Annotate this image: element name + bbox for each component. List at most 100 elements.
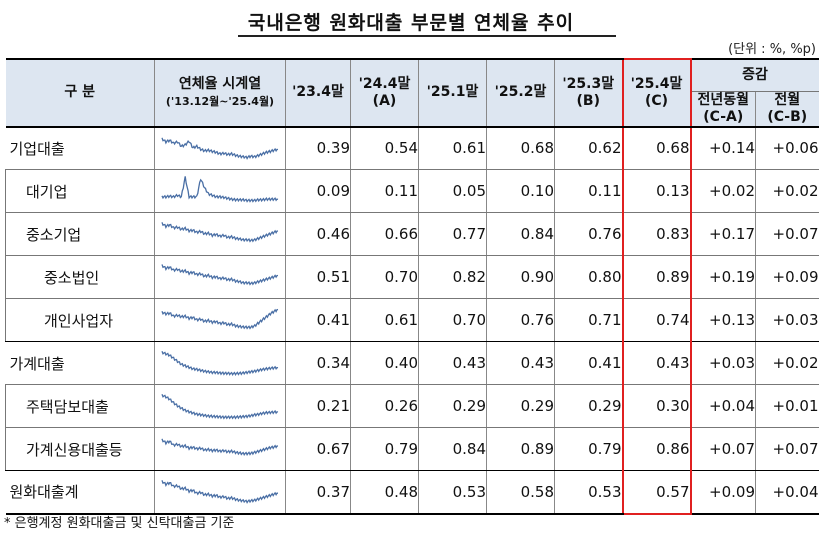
value-cell: 0.53	[554, 470, 623, 515]
sparkline-path	[161, 394, 279, 420]
value-cell: 0.61	[350, 298, 419, 342]
table-row: 주택담보대출 0.21 0.26 0.29 0.29 0.29 0.30 +0.04 +0.01	[5, 384, 819, 428]
header-series: 연체율 시계열 ('13.12월~'25.4월)	[154, 58, 286, 128]
row-label-text: 가계신용대출등	[26, 440, 123, 459]
value-text: 0.29	[588, 397, 622, 415]
row-label: 개인사업자	[5, 298, 155, 342]
value-text: 0.26	[384, 397, 418, 415]
change-cell: +0.06	[755, 126, 819, 170]
value-cell: 0.29	[418, 384, 487, 428]
value-cell: 0.43	[486, 341, 555, 385]
row-label: 기업대출	[5, 126, 155, 170]
row-label: 중소법인	[5, 255, 155, 299]
value-text: 0.10	[520, 182, 554, 200]
table-row: 가계대출 0.34 0.40 0.43 0.43 0.41 0.43 +0.03 +0.02	[5, 341, 819, 385]
value-text: 0.43	[520, 354, 554, 372]
header-change-group: 증감	[690, 58, 819, 92]
value-text: 0.29	[452, 397, 486, 415]
value-cell: 0.26	[350, 384, 419, 428]
value-text: 0.90	[520, 268, 554, 286]
change-cell: +0.09	[690, 470, 756, 515]
change-text: +0.04	[709, 397, 755, 415]
value-text: 0.82	[452, 268, 486, 286]
change-text: +0.03	[772, 311, 819, 329]
value-cell: 0.61	[418, 126, 487, 170]
value-text: 0.11	[588, 182, 622, 200]
value-cell: 0.90	[486, 255, 555, 299]
value-cell: 0.39	[285, 126, 351, 170]
change-text: +0.03	[709, 354, 755, 372]
header-series-range: ('13.12월~'25.4월)	[165, 94, 275, 108]
change-cell: +0.07	[755, 212, 819, 256]
change-cell: +0.07	[690, 427, 756, 471]
change-text: +0.17	[709, 225, 755, 243]
value-text: 0.86	[656, 440, 690, 458]
value-text: 0.62	[588, 139, 622, 158]
sparkline-chart	[161, 308, 279, 330]
value-cell: 0.58	[486, 470, 555, 515]
table-row: 중소법인 0.51 0.70 0.82 0.90 0.80 0.89 +0.19 +0.09	[5, 255, 819, 299]
value-cell: 0.11	[350, 169, 419, 213]
change-cell: +0.03	[690, 341, 756, 385]
value-cell: 0.76	[554, 212, 623, 256]
sparkline-cell	[154, 341, 286, 385]
sparkline-chart	[161, 137, 279, 161]
header-col-0: '23.4말	[285, 58, 351, 128]
value-text: 0.34	[316, 354, 350, 372]
header-col-3: '25.2말	[486, 58, 555, 128]
change-text: +0.02	[772, 354, 819, 372]
value-text: 0.71	[588, 311, 622, 329]
value-text: 0.61	[452, 139, 486, 158]
value-cell: 0.54	[350, 126, 419, 170]
value-cell: 0.13	[621, 169, 692, 213]
value-text: 0.43	[452, 354, 486, 372]
sparkline-chart	[161, 438, 278, 456]
value-cell: 0.40	[350, 341, 419, 385]
change-cell: +0.17	[690, 212, 756, 256]
change-text: +0.01	[772, 397, 819, 415]
value-text: 0.79	[588, 440, 622, 458]
value-text: 0.77	[452, 225, 486, 243]
sparkline-cell	[154, 212, 286, 256]
value-text: 0.79	[384, 440, 418, 458]
change-text: +0.07	[772, 225, 819, 243]
sparkline-cell	[154, 384, 286, 428]
value-text: 0.70	[452, 311, 486, 329]
change-cell: +0.01	[755, 384, 819, 428]
value-text: 0.70	[384, 268, 418, 286]
change-text: +0.09	[709, 482, 755, 501]
sparkline-cell	[154, 255, 286, 299]
header-change-mom: 전월 (C-B)	[755, 91, 819, 128]
change-cell: +0.03	[755, 298, 819, 342]
sparkline-path	[161, 351, 279, 376]
value-text: 0.21	[316, 397, 350, 415]
value-text: 0.05	[452, 182, 486, 200]
value-cell: 0.89	[621, 255, 692, 299]
sparkline-path	[161, 137, 279, 161]
value-cell: 0.76	[486, 298, 555, 342]
value-cell: 0.66	[350, 212, 419, 256]
change-text: +0.14	[709, 139, 755, 158]
value-cell: 0.80	[554, 255, 623, 299]
value-text: 0.80	[588, 268, 622, 286]
row-label-text: 중소법인	[44, 268, 100, 287]
change-cell: +0.02	[690, 169, 756, 213]
value-cell: 0.29	[554, 384, 623, 428]
value-text: 0.40	[384, 354, 418, 372]
change-text: +0.07	[709, 440, 755, 458]
value-cell: 0.86	[621, 427, 692, 471]
title-underline	[238, 35, 616, 37]
value-cell: 0.37	[285, 470, 351, 515]
table-row: 기업대출 0.39 0.54 0.61 0.68 0.62 0.68 +0.14 +0.06	[5, 126, 819, 170]
value-cell: 0.89	[486, 427, 555, 471]
value-text: 0.53	[588, 482, 622, 501]
sparkline-path	[161, 222, 279, 243]
change-text: +0.06	[772, 139, 819, 158]
change-text: +0.07	[772, 440, 819, 458]
change-cell: +0.13	[690, 298, 756, 342]
value-cell: 0.48	[350, 470, 419, 515]
value-cell: 0.30	[621, 384, 692, 428]
unit-label: (단위 : %, %p)	[728, 42, 816, 57]
change-text: +0.19	[709, 268, 755, 286]
row-label: 가계대출	[5, 341, 155, 385]
